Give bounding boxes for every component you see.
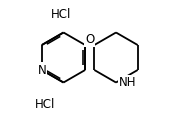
Text: O: O: [85, 34, 94, 46]
Text: HCl: HCl: [35, 98, 55, 112]
Text: HCl: HCl: [51, 8, 71, 22]
Text: N: N: [37, 64, 46, 76]
Text: NH: NH: [118, 76, 136, 89]
